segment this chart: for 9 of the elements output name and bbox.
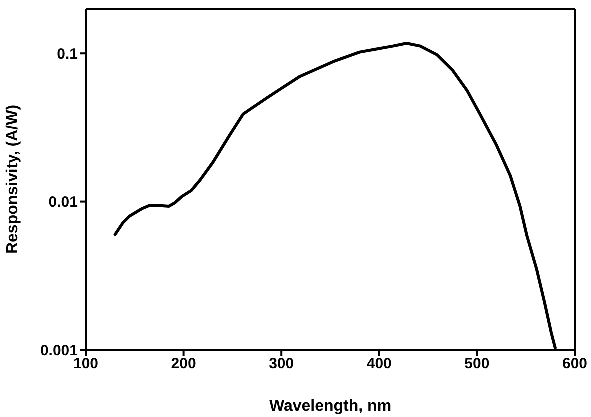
x-tick-label: 300 xyxy=(269,356,294,373)
x-tick-label: 600 xyxy=(562,356,588,373)
y-tick-label: 0.01 xyxy=(48,194,78,212)
x-tick-label: 400 xyxy=(366,356,392,373)
x-tick-label: 200 xyxy=(171,356,196,373)
x-axis-title: Wavelength, nm xyxy=(269,398,392,415)
y-tick-label: 0.1 xyxy=(57,46,78,63)
x-tick-label: 500 xyxy=(464,356,490,373)
y-axis-title: Responsivity, (A/W) xyxy=(4,104,22,254)
